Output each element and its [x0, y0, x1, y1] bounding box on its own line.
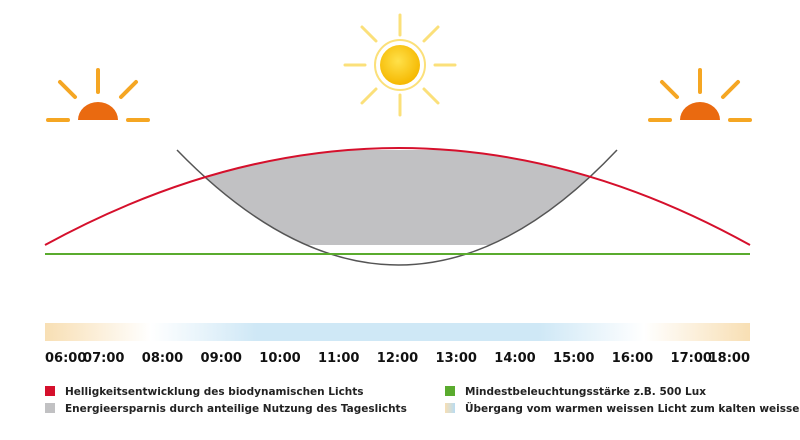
time-label: 16:00	[612, 351, 653, 366]
time-label: 12:00	[377, 351, 418, 366]
time-label: 09:00	[201, 351, 242, 366]
time-label: 18:00	[709, 351, 750, 366]
legend-label: Mindestbeleuchtungsstärke z.B. 500 Lux	[465, 386, 706, 398]
time-label: 14:00	[494, 351, 535, 366]
legend-label: Energieersparnis durch anteilige Nutzung…	[65, 403, 407, 415]
legend-swatch	[445, 403, 455, 413]
time-label: 08:00	[142, 351, 183, 366]
legend-swatch	[45, 403, 55, 413]
time-label: 17:00	[671, 351, 712, 366]
time-label: 13:00	[436, 351, 477, 366]
color-temperature-bar	[45, 323, 750, 341]
time-label: 06:00	[45, 351, 86, 366]
daylight-curve	[176, 149, 618, 266]
sun-rising	[46, 68, 150, 122]
legend-label: Übergang vom warmen weissen Licht zum ka…	[465, 401, 800, 415]
time-label: 15:00	[553, 351, 594, 366]
legend-swatch	[45, 386, 55, 396]
legend-label: Helligkeitsentwicklung des biodynamische…	[65, 386, 364, 398]
brightness-curve	[44, 147, 751, 246]
time-label: 10:00	[259, 351, 300, 366]
sun-setting	[648, 68, 752, 122]
legend-swatch	[445, 386, 455, 396]
time-label: 11:00	[318, 351, 359, 366]
time-label: 07:00	[83, 351, 124, 366]
sun-noon	[343, 13, 457, 117]
